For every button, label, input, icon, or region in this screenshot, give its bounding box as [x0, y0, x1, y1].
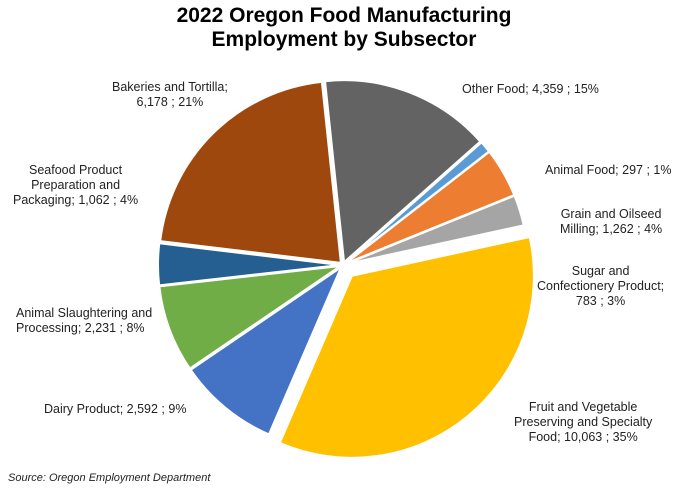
pie-slice-sugar-and-confectionery-product	[345, 194, 525, 266]
chart-title-line-1: 2022 Oregon Food Manufacturing	[176, 4, 512, 27]
pie-slice-dairy-product	[189, 264, 344, 436]
pie-slice-seafood-product-preparation-and-packaging	[157, 242, 341, 287]
label-bakeries-tortilla: Bakeries and Tortilla; 6,178 ; 21%	[112, 80, 228, 109]
chart-title: 2022 Oregon Food Manufacturing Employmen…	[0, 4, 688, 52]
pie-slice-bakeries-and-tortilla	[159, 80, 343, 265]
source-note: Source: Oregon Employment Department	[8, 472, 211, 484]
label-seafood-product: Seafood Product Preparation and Packagin…	[13, 163, 139, 207]
label-grain-oilseed-milling: Grain and Oilseed Milling; 1,262 ; 4%	[560, 207, 663, 236]
chart-title-line-2: Employment by Subsector	[211, 28, 477, 51]
pie-slice-other-food	[323, 79, 482, 265]
label-fruit-vegetable: Fruit and Vegetable Preserving and Speci…	[514, 400, 653, 444]
pie-slice-fruit-and-vegetable-preserving-and-specialty-food	[278, 235, 535, 459]
label-sugar-confectionery: Sugar and Confectionery Product; 783 ; 3…	[537, 264, 665, 308]
label-animal-food: Animal Food; 297 ; 1%	[545, 163, 672, 177]
pie-slice-animal-slaughtering-and-processing	[158, 265, 341, 370]
label-animal-slaughtering: Animal Slaughtering and Processing; 2,23…	[16, 306, 153, 335]
label-other-food: Other Food; 4,359 ; 15%	[462, 82, 599, 96]
label-dairy-product: Dairy Product; 2,592 ; 9%	[44, 402, 187, 416]
